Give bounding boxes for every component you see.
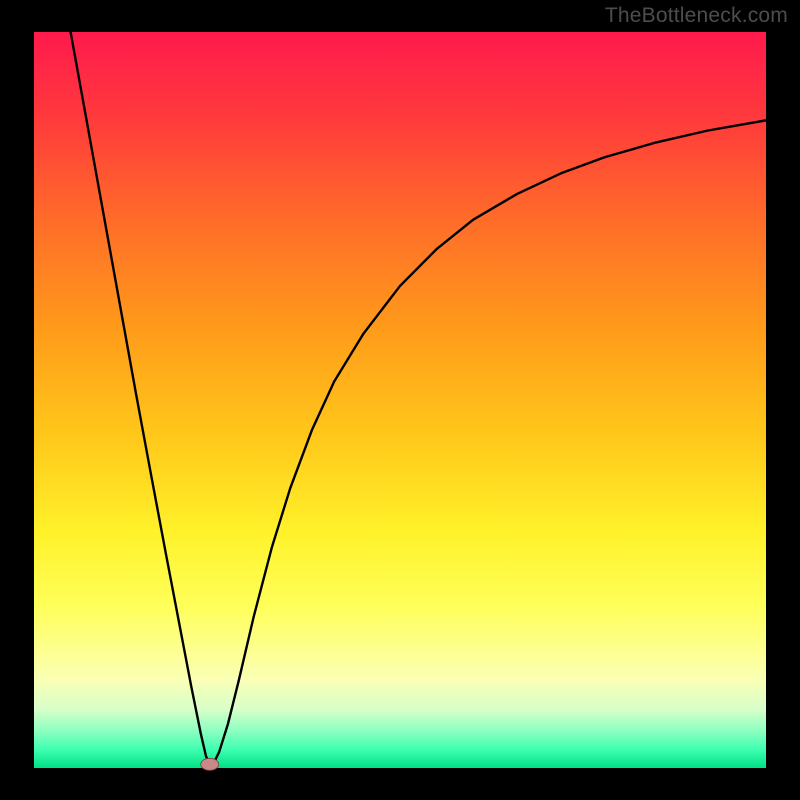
chart-svg <box>0 0 800 800</box>
bottleneck-chart <box>0 0 800 800</box>
attribution-text: TheBottleneck.com <box>605 4 788 28</box>
optimum-marker <box>201 758 219 770</box>
